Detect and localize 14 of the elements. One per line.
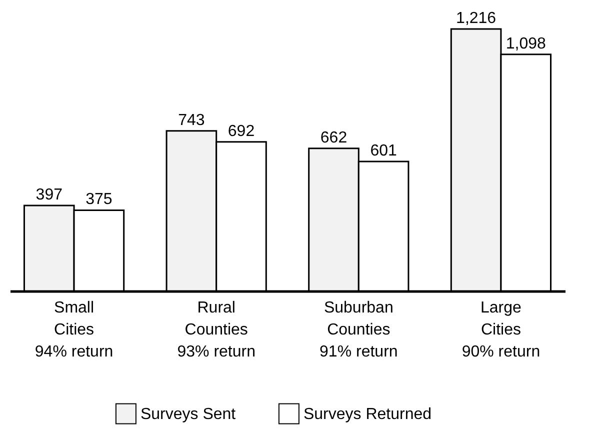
legend-label: Surveys Sent bbox=[140, 406, 236, 423]
data-label: 743 bbox=[178, 112, 205, 129]
data-label: 397 bbox=[36, 186, 63, 204]
data-label: 662 bbox=[320, 129, 348, 146]
x-tick-label: Rural Counties 93% return bbox=[177, 300, 256, 360]
data-label: 601 bbox=[370, 142, 398, 160]
x-tick-label: Small Cities 94% return bbox=[34, 300, 114, 360]
x-tick-label: Large Cities 90% return bbox=[462, 300, 540, 360]
data-label: 1,098 bbox=[506, 35, 546, 52]
data-label: 375 bbox=[86, 191, 112, 208]
legend-label: Surveys Returned bbox=[303, 406, 432, 423]
data-label: 1,216 bbox=[456, 10, 496, 27]
data-label: 692 bbox=[228, 122, 255, 140]
x-tick-label: Suburban Counties 91% return bbox=[320, 300, 398, 360]
